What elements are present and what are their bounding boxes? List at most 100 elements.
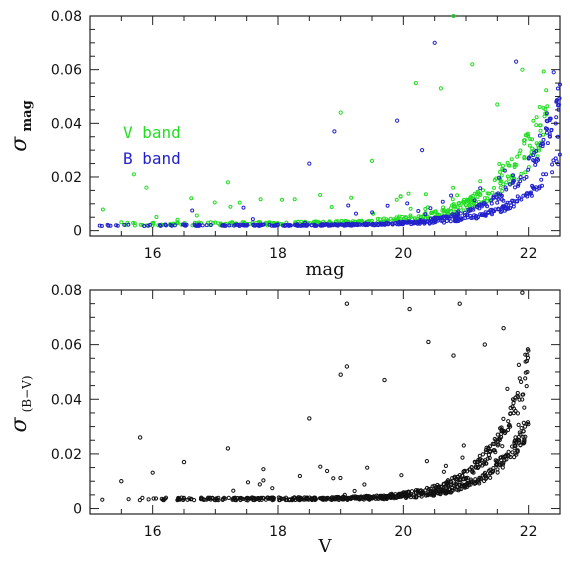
- b-band-point: [204, 223, 209, 228]
- b-band-point: [295, 222, 300, 227]
- outlier-point: [438, 86, 443, 91]
- b-band-point: [547, 132, 552, 137]
- b-band-point: [450, 212, 455, 217]
- bv-point: [362, 482, 367, 487]
- b-band-point: [474, 216, 479, 221]
- bv-point: [500, 428, 505, 433]
- b-band-point: [354, 211, 358, 216]
- b-band-point: [529, 190, 533, 195]
- x-tick-label: 16: [144, 246, 162, 262]
- b-band-point: [462, 210, 467, 215]
- b-band-point: [431, 220, 436, 225]
- v-band-point: [481, 188, 485, 193]
- v-band-point: [329, 205, 334, 209]
- scatter-points: [97, 13, 562, 228]
- outlier-point: [307, 161, 312, 166]
- v-band-point: [490, 190, 495, 195]
- v-band-point: [534, 123, 539, 128]
- bv-point: [449, 490, 454, 495]
- b-band-point: [544, 130, 549, 135]
- bv-point: [160, 497, 166, 502]
- v-band-point: [485, 191, 490, 196]
- v-band-point: [469, 199, 474, 204]
- bv-point: [521, 420, 526, 425]
- bv-point: [188, 497, 193, 502]
- bv-point: [504, 452, 509, 457]
- b-band-point: [347, 223, 352, 228]
- bv-point: [100, 497, 105, 502]
- v-band-point: [507, 163, 512, 168]
- b-band-point: [126, 222, 131, 227]
- b-band-point: [208, 223, 213, 227]
- v-band-point: [530, 137, 535, 142]
- b-band-point: [99, 224, 104, 228]
- b-band-point: [491, 195, 496, 200]
- bv-point: [523, 370, 528, 375]
- b-band-point: [511, 201, 516, 206]
- v-band-point: [501, 163, 505, 168]
- b-band-point: [326, 222, 331, 227]
- y-tick-label: 0.08: [51, 9, 82, 25]
- v-band-point: [212, 200, 217, 205]
- v-band-point: [421, 214, 426, 219]
- b-band-point: [549, 127, 554, 132]
- v-band-point: [523, 133, 528, 138]
- b-band-point: [518, 179, 523, 184]
- bv-point: [163, 495, 169, 500]
- bv-point: [457, 486, 462, 492]
- bv-point: [473, 480, 478, 485]
- bv-point: [460, 455, 465, 460]
- y-tick-label: 0.04: [51, 116, 82, 132]
- bv-point: [526, 422, 531, 427]
- bv-point: [419, 494, 424, 499]
- v-band-point: [517, 151, 522, 156]
- v-band-point: [523, 170, 528, 175]
- bv-point: [524, 384, 529, 389]
- bv-point: [453, 485, 458, 490]
- bv-point: [270, 486, 275, 491]
- v-band-point: [531, 118, 536, 123]
- bv-point: [338, 475, 343, 481]
- b-band-point: [525, 191, 530, 196]
- bv-point: [514, 452, 519, 457]
- outlier-point: [332, 129, 337, 134]
- outlier-point: [144, 185, 149, 190]
- v-band-point: [498, 185, 503, 190]
- bv-point: [383, 495, 388, 500]
- bv-point: [492, 448, 497, 453]
- b-band-point: [172, 223, 177, 228]
- b-band-point: [494, 192, 499, 197]
- bv-point: [448, 479, 453, 484]
- x-tick-label: 16: [144, 524, 162, 540]
- bv-point: [432, 490, 438, 496]
- v-band-point: [469, 194, 473, 199]
- bv-point: [484, 450, 489, 455]
- bv-point: [126, 497, 131, 502]
- v-band-point: [492, 178, 497, 182]
- outlier-point: [407, 306, 412, 312]
- v-band-point: [138, 222, 143, 227]
- bv-point: [244, 496, 249, 501]
- bv-point: [503, 429, 508, 434]
- y-tick-label: 0.02: [51, 170, 82, 186]
- b-band-point: [97, 223, 102, 228]
- v-band-point: [451, 207, 456, 212]
- x-tick-label: 22: [520, 246, 538, 262]
- v-band-point: [504, 180, 509, 185]
- bv-point: [255, 496, 260, 501]
- bv-point: [484, 461, 489, 466]
- bv-point: [517, 430, 522, 435]
- y-axis-title: σ mag: [7, 100, 35, 151]
- bv-point: [443, 463, 448, 468]
- bv-point: [398, 492, 403, 497]
- v-band-point: [474, 191, 479, 196]
- b-band-point: [554, 98, 559, 103]
- b-band-point: [147, 222, 152, 227]
- x-axis-title: mag: [305, 259, 344, 280]
- outlier-point: [432, 40, 437, 45]
- v-band-point: [542, 114, 547, 119]
- outlier-point: [307, 416, 312, 421]
- v-band-point: [451, 202, 456, 207]
- b-band-point: [554, 115, 559, 120]
- b-band-point: [466, 207, 471, 212]
